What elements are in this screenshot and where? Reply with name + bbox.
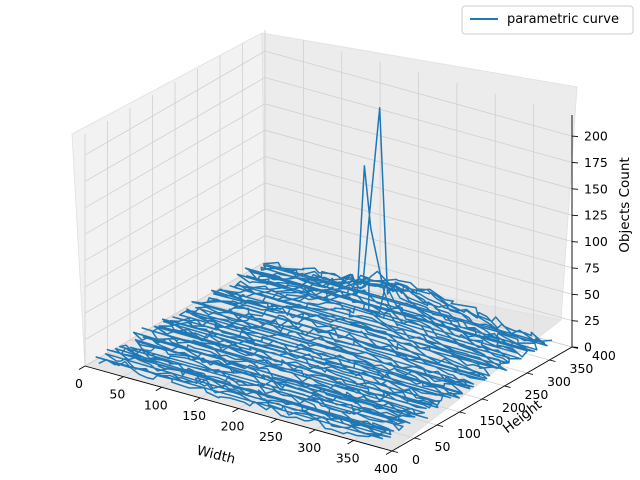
grid-line-z: [84, 235, 266, 340]
z-tick-label: 25: [584, 313, 600, 328]
y-tick-mark: [549, 359, 556, 362]
x-tick-label: 50: [109, 387, 125, 402]
grid-line-z: [264, 77, 573, 163]
x-tick-mark: [193, 397, 201, 402]
y-tick-mark: [391, 450, 399, 453]
y-tick-mark: [481, 398, 489, 401]
x-tick-label: 300: [297, 440, 321, 455]
grid-line-z: [84, 208, 266, 314]
grid-line-z: [84, 103, 266, 209]
y-tick-label: 100: [457, 426, 481, 441]
x-tick-mark: [347, 439, 354, 445]
z-tick-label: 0: [584, 340, 592, 355]
y-tick-mark: [436, 424, 444, 427]
x-tick-label: 400: [374, 461, 398, 476]
x-tick-mark: [155, 386, 162, 392]
z-tick-mark: [571, 135, 579, 138]
y-tick-label: 50: [435, 439, 451, 454]
z-tick-label: 150: [584, 181, 608, 196]
z-tick-mark: [571, 162, 579, 164]
grid-line-z: [84, 156, 266, 261]
z-axis-label: Objects Count: [617, 157, 633, 252]
z-tick-mark: [571, 293, 579, 296]
x-tick-label: 150: [182, 408, 206, 423]
grid-line-z: [264, 129, 573, 216]
x-tick-mark: [385, 450, 393, 455]
z-tick-mark: [571, 214, 579, 217]
x-tick-mark: [117, 376, 124, 381]
z-tick-label: 100: [584, 234, 608, 249]
y-tick-mark: [504, 385, 511, 388]
tick-labels: 0501001502002503003504000501001502002503…: [75, 129, 616, 476]
y-tick-mark: [459, 411, 466, 414]
legend-box: [461, 5, 634, 35]
z-tick-label: 175: [584, 155, 608, 170]
z-tick-mark: [571, 267, 579, 269]
grid-line-z: [264, 103, 573, 190]
y-tick-label: 300: [547, 374, 571, 389]
z-tick-mark: [571, 320, 579, 322]
y-tick-label: 0: [412, 452, 420, 467]
grid-line-z: [84, 182, 266, 288]
x-tick-label: 0: [75, 376, 83, 391]
grid-line-z: [84, 50, 266, 156]
x-tick-label: 200: [221, 419, 245, 434]
y-tick-mark: [526, 372, 534, 375]
legend: parametric curve: [461, 5, 634, 35]
z-tick-label: 75: [584, 260, 600, 275]
z-tick-label: 125: [584, 208, 608, 223]
y-tick-label: 150: [480, 413, 504, 428]
z-tick-label: 50: [584, 287, 600, 302]
y-tick-label: 350: [570, 361, 594, 376]
x-tick-mark: [232, 408, 239, 413]
z-tick-mark: [571, 188, 579, 190]
x-tick-label: 350: [336, 450, 360, 465]
x-axis-label: Width: [195, 443, 237, 468]
y-tick-label: 200: [502, 400, 526, 415]
data-curve: [95, 107, 553, 440]
x-tick-label: 100: [144, 397, 168, 412]
grid-line-z: [264, 235, 573, 322]
y-tick-label: 400: [592, 348, 616, 363]
x-tick-label: 250: [259, 429, 283, 444]
x-tick-mark: [309, 429, 316, 434]
z-tick-label: 200: [584, 129, 608, 144]
y-tick-label: 250: [525, 387, 549, 402]
x-tick-mark: [78, 365, 86, 370]
grid-line-z: [264, 182, 573, 269]
grid-line-z: [264, 156, 573, 242]
grid-line-z: [84, 77, 266, 182]
series-line: [95, 107, 553, 440]
back-panes: [71, 32, 578, 452]
grid-line-z: [84, 129, 266, 235]
grid-line-z: [264, 50, 573, 137]
grid-line-z: [264, 208, 573, 295]
z-tick-mark: [571, 346, 579, 348]
legend-label: parametric curve: [507, 12, 619, 27]
z-tick-mark: [571, 241, 579, 243]
y-tick-mark: [414, 437, 421, 440]
x-tick-mark: [270, 418, 278, 424]
